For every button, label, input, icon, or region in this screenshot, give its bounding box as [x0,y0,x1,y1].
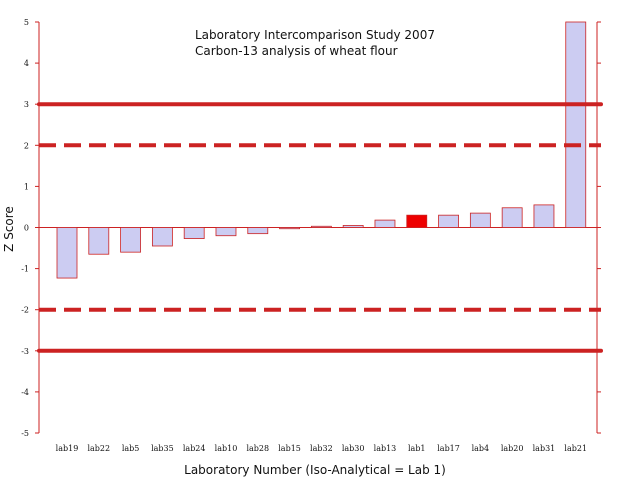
bar-lab31 [533,204,555,228]
bar-lab28 [247,227,269,235]
x-tick-label: lab1 [408,444,426,453]
bar-lab24 [183,227,205,239]
bars [56,21,587,279]
bar-lab35 [151,227,173,247]
y-tick-label: -2 [21,306,29,315]
y-tick-label: 3 [24,100,29,109]
y-tick-label: 1 [24,182,29,191]
x-axis-title: Laboratory Number (Iso-Analytical = Lab … [184,463,446,477]
y-tick-label: 5 [24,18,29,27]
y-tick-label: -5 [21,429,29,438]
x-tick-label: lab21 [564,444,587,453]
bar-lab30 [342,225,364,228]
x-tick-label: lab10 [215,444,238,453]
bar-lab10 [215,227,237,237]
x-tick-label: lab35 [151,444,174,453]
x-tick-label: lab20 [501,444,524,453]
bar-lab5 [120,227,141,253]
y-tick-label: 2 [24,141,29,150]
y-tick-label: -3 [21,347,29,356]
y-tick-label: -4 [21,388,29,397]
bar-lab13 [374,219,396,228]
y-tick-label: 0 [24,224,29,233]
x-tick-label: lab31 [533,444,556,453]
chart-title: Laboratory Intercomparison Study 2007 [195,28,435,42]
bar-lab17 [438,214,459,228]
x-tick-label: lab22 [87,444,110,453]
x-tick-label: lab4 [472,444,490,453]
x-tick-label: lab15 [278,444,301,453]
bar-lab20 [501,207,523,228]
y-tick-label: -1 [21,265,29,274]
x-tick-label: lab19 [56,444,79,453]
bar-lab21 [565,21,587,228]
bar-lab15 [279,227,300,230]
reference-lines [37,102,603,353]
bar-lab22 [88,227,110,255]
x-tick-labels: lab19 lab22 lab5 lab35 lab24 lab10 lab28 lab15 l… [56,444,587,453]
chart-subtitle: Carbon-13 analysis of wheat flour [195,44,398,58]
x-tick-label: lab24 [183,444,206,453]
x-tick-label: lab30 [342,444,365,453]
x-tick-label: lab17 [437,444,460,453]
y-tick-label: 4 [24,59,29,68]
bar-lab19 [56,227,78,279]
bar-lab32 [310,225,332,228]
bar-lab4 [469,212,491,228]
bar-lab1 [406,214,428,228]
x-tick-label: lab32 [310,444,333,453]
y-axis-title: Z Score [2,206,16,252]
x-tick-label: lab5 [122,444,140,453]
x-tick-label: lab28 [246,444,269,453]
x-tick-label: lab13 [374,444,397,453]
